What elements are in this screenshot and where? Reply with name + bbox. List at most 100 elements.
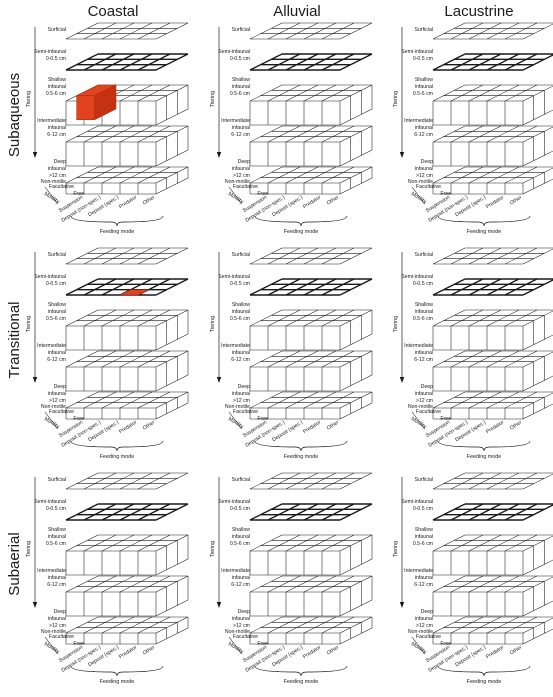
- tier-label: 0-0.5 cm: [413, 506, 433, 512]
- grid-line: [486, 616, 520, 634]
- grid-line: [486, 534, 520, 552]
- motility-facultative: Facultative: [49, 409, 74, 415]
- motility-brace: [228, 186, 243, 205]
- motility-non-motile: Non-motile: [225, 179, 250, 185]
- motility-label: Motility: [410, 416, 428, 430]
- tiering-label: Tiering: [393, 541, 399, 557]
- grid-line: [83, 53, 117, 71]
- motility-free: Free: [257, 416, 268, 422]
- grid-line: [155, 503, 189, 521]
- grid-line: [504, 616, 538, 634]
- grid-line: [137, 503, 171, 521]
- motility-non-motile: Non-motile: [41, 179, 66, 185]
- tiering-arrow-icon: [216, 152, 222, 158]
- feeding-mode-label: Feeding mode: [100, 679, 134, 685]
- grid-line: [450, 391, 484, 409]
- grid-line: [468, 278, 502, 296]
- grid-line: [350, 408, 362, 414]
- motility-non-motile: Non-motile: [225, 404, 250, 410]
- grid-line: [137, 575, 171, 593]
- grid-line: [468, 22, 502, 40]
- feeding-brace: [437, 215, 531, 227]
- motility-label: Motility: [227, 641, 245, 655]
- tier-label: infaunal: [232, 391, 250, 397]
- tier-label: Intermediate: [221, 343, 250, 349]
- grid-line: [285, 53, 319, 71]
- grid-line: [119, 166, 153, 184]
- tier-label: 6-12 cm: [47, 132, 66, 138]
- grid-line: [522, 279, 553, 296]
- tier-label: Semi-infaunal: [218, 499, 250, 505]
- grid-line: [137, 53, 171, 71]
- grid-line: [468, 616, 502, 634]
- grid-line: [339, 309, 373, 327]
- tier-label: Semi-infaunal: [218, 49, 250, 55]
- grid-line: [522, 504, 553, 521]
- motility-non-motile: Non-motile: [41, 404, 66, 410]
- grid-line: [432, 84, 466, 102]
- tier-label: 0 cm: [422, 0, 433, 2]
- tiering-arrow-icon: [399, 152, 405, 158]
- tier-label: 0-0.5 cm: [46, 56, 66, 62]
- grid-line: [321, 391, 355, 409]
- grid-line: [522, 126, 553, 143]
- grid-line: [101, 278, 135, 296]
- grid-line: [119, 391, 153, 409]
- tier-label: >12 cm: [49, 173, 66, 179]
- tier-surficial: Surficial 0 cm: [415, 0, 553, 265]
- grid-line: [65, 22, 99, 40]
- grid-line: [450, 350, 484, 368]
- grid-line: [119, 616, 153, 634]
- grid-line: [166, 114, 178, 120]
- grid-line: [285, 278, 319, 296]
- tier-label: infaunal: [232, 166, 250, 172]
- tier-label: 0-0.5 cm: [230, 506, 250, 512]
- feeding-other: Other: [509, 194, 523, 206]
- motility-brace: [44, 411, 59, 430]
- tier-label: 0.5-6 cm: [413, 316, 433, 322]
- grid-line: [267, 53, 301, 71]
- grid-line: [486, 391, 520, 409]
- grid-line: [321, 616, 355, 634]
- grid-line: [504, 278, 538, 296]
- tier-label: 0.5-6 cm: [46, 541, 66, 547]
- grid-line: [533, 339, 545, 345]
- tier-label: Intermediate: [221, 568, 250, 574]
- tiering-label: Tiering: [26, 316, 32, 332]
- tier-label: Intermediate: [37, 568, 66, 574]
- grid-line: [321, 166, 355, 184]
- column-header-coastal: Coastal: [88, 3, 139, 20]
- motility-free: Free: [440, 641, 451, 647]
- feeding-mode-label: Feeding mode: [467, 229, 501, 235]
- highlight-cell: [119, 289, 149, 296]
- motility-brace: [411, 186, 426, 205]
- grid-line: [155, 472, 189, 490]
- grid-line: [468, 472, 502, 490]
- grid-line: [339, 247, 373, 265]
- grid-line: [522, 535, 553, 552]
- grid-line: [486, 125, 520, 143]
- tier-label: 0 cm: [239, 0, 250, 2]
- grid-line: [83, 309, 117, 327]
- grid-line: [321, 503, 355, 521]
- tier-label: infaunal: [415, 534, 433, 540]
- grid-line: [321, 22, 355, 40]
- tier-surficial: Surficial 0 cm: [415, 0, 553, 40]
- motility-facultative: Facultative: [233, 184, 258, 190]
- grid-line: [137, 166, 171, 184]
- grid-line: [339, 188, 351, 195]
- motility-non-motile: Non-motile: [408, 629, 433, 635]
- motility-label: Motility: [410, 641, 428, 655]
- feeding-mode-label: Feeding mode: [100, 229, 134, 235]
- tier-surficial: Surficial 0 cm: [232, 0, 373, 40]
- grid-line: [249, 534, 283, 552]
- grid-line: [350, 564, 362, 570]
- grid-line: [504, 391, 538, 409]
